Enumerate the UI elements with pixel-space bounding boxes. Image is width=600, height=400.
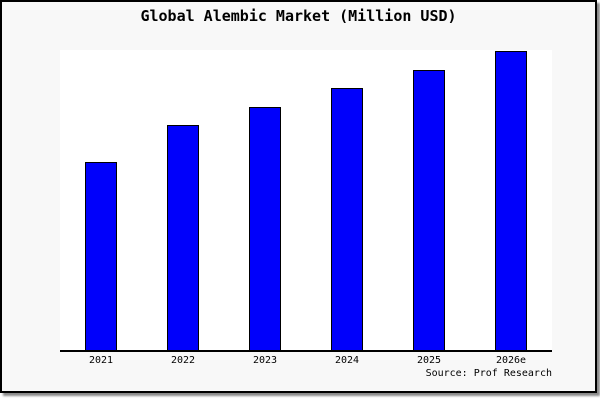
bar-2024 — [330, 87, 363, 350]
x-tick-label-2025: 2025 — [416, 355, 442, 366]
x-tick-label-2026e: 2026e — [495, 355, 527, 366]
bar-2022 — [166, 124, 199, 350]
x-tick-label-2022: 2022 — [170, 355, 196, 366]
x-tick-label-2024: 2024 — [334, 355, 360, 366]
bar-2025 — [412, 69, 445, 350]
chart-frame: Global Alembic Market (Million USD) 2021… — [0, 0, 597, 393]
chart-title: Global Alembic Market (Million USD) — [140, 7, 457, 25]
x-tick-label-2021: 2021 — [88, 355, 114, 366]
bar-2021 — [84, 161, 117, 350]
x-axis-labels: 2021 2022 2023 2024 2025 2026e — [60, 355, 552, 369]
x-tick-label-2023: 2023 — [252, 355, 278, 366]
plot-area — [60, 50, 552, 352]
source-caption: Source: Prof Research — [425, 368, 552, 379]
bar-2026e — [494, 50, 527, 350]
bar-2023 — [248, 106, 281, 350]
